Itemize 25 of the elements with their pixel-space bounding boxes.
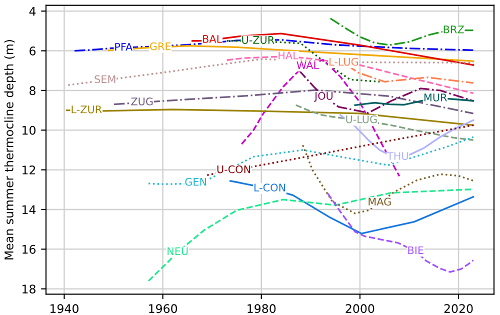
series-label: MAG bbox=[368, 198, 391, 206]
y-axis-title: Mean summer thermocline depth (m) bbox=[4, 40, 16, 260]
y-tick-label: 6 bbox=[30, 46, 36, 56]
line-series bbox=[302, 144, 474, 214]
line-series bbox=[113, 89, 474, 114]
line-series bbox=[229, 180, 474, 234]
x-tick-label: 1980 bbox=[248, 304, 276, 314]
line-series bbox=[295, 104, 474, 141]
y-tick-label: 10 bbox=[22, 126, 36, 135]
series-label: GEN bbox=[185, 178, 206, 186]
y-tick-label: 4 bbox=[29, 6, 36, 16]
y-tick-label: 8 bbox=[30, 86, 36, 96]
y-tick-label: 14 bbox=[22, 205, 36, 214]
y-tick-label: 16 bbox=[22, 244, 36, 254]
line-series bbox=[330, 18, 474, 46]
y-tick-label: 18 bbox=[22, 284, 36, 294]
line-series bbox=[67, 58, 474, 86]
line-series bbox=[206, 124, 474, 176]
x-tick-label: 1940 bbox=[50, 304, 78, 314]
line-series bbox=[327, 192, 474, 273]
y-tick-label: 12 bbox=[22, 166, 36, 174]
x-tick-label: 1960 bbox=[149, 304, 178, 314]
series-label: SEM bbox=[94, 75, 116, 84]
x-tick-label: 2000 bbox=[346, 304, 374, 314]
x-tick-label: 2020 bbox=[444, 304, 473, 314]
